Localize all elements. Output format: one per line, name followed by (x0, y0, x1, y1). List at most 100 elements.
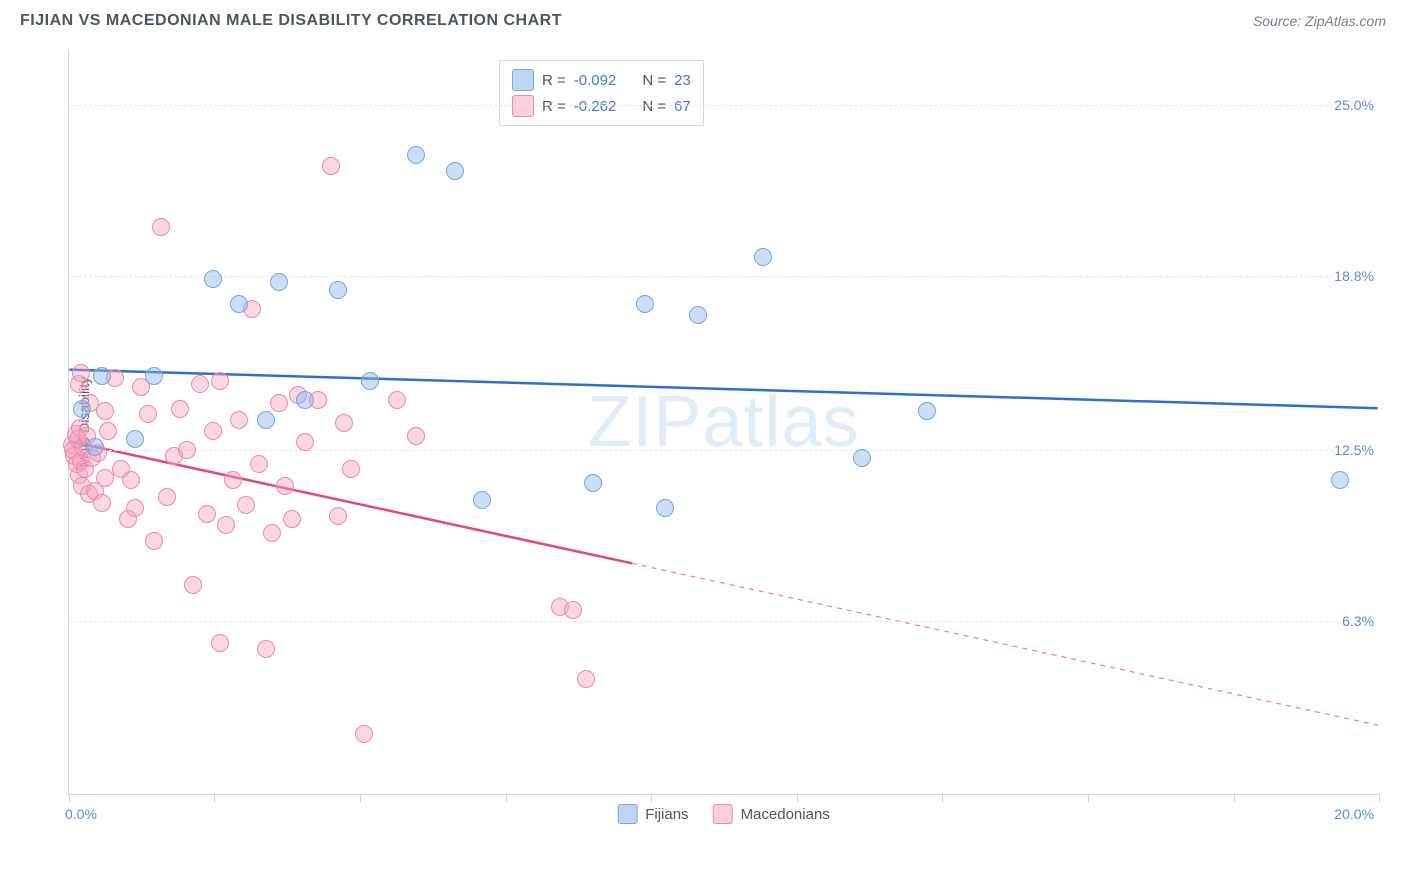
scatter-point-macedonians (211, 634, 229, 652)
scatter-point-macedonians (250, 455, 268, 473)
y-tick-label: 18.8% (1334, 268, 1382, 284)
x-tick (942, 794, 943, 802)
gridline-h (69, 276, 1378, 277)
scatter-point-fijians (230, 295, 248, 313)
scatter-point-fijians (918, 402, 936, 420)
gridline-h (69, 621, 1378, 622)
x-tick (506, 794, 507, 802)
scatter-point-fijians (584, 474, 602, 492)
trend-line-extrap-macedonians (632, 563, 1378, 725)
scatter-point-macedonians (296, 433, 314, 451)
scatter-point-macedonians (388, 391, 406, 409)
x-tick (214, 794, 215, 802)
scatter-point-fijians (270, 273, 288, 291)
y-tick-label: 6.3% (1342, 613, 1382, 629)
scatter-point-macedonians (283, 510, 301, 528)
scatter-point-macedonians (322, 157, 340, 175)
scatter-point-macedonians (257, 640, 275, 658)
scatter-point-macedonians (204, 422, 222, 440)
correlation-legend: R = -0.092N = 23R = -0.262N = 67 (499, 60, 704, 126)
x-tick (1234, 794, 1235, 802)
scatter-point-macedonians (270, 394, 288, 412)
scatter-point-macedonians (145, 532, 163, 550)
scatter-point-macedonians (276, 477, 294, 495)
scatter-point-macedonians (126, 499, 144, 517)
scatter-point-macedonians (96, 402, 114, 420)
chart-title: FIJIAN VS MACEDONIAN MALE DISABILITY COR… (20, 12, 562, 30)
scatter-point-macedonians (329, 507, 347, 525)
scatter-point-macedonians (96, 469, 114, 487)
legend-item-fijians: Fijians (617, 804, 688, 824)
scatter-point-fijians (407, 146, 425, 164)
scatter-point-macedonians (211, 372, 229, 390)
scatter-point-fijians (145, 367, 163, 385)
scatter-point-macedonians (122, 471, 140, 489)
scatter-point-macedonians (184, 576, 202, 594)
scatter-point-fijians (1331, 471, 1349, 489)
x-tick (651, 794, 652, 802)
legend-r-value: -0.092 (574, 72, 617, 89)
scatter-point-macedonians (171, 400, 189, 418)
scatter-point-macedonians (217, 516, 235, 534)
scatter-point-macedonians (263, 524, 281, 542)
x-tick (360, 794, 361, 802)
scatter-point-fijians (689, 306, 707, 324)
legend-stat-label: R = (542, 72, 566, 89)
scatter-point-macedonians (178, 441, 196, 459)
scatter-point-macedonians (158, 488, 176, 506)
legend-item-macedonians: Macedonians (713, 804, 830, 824)
scatter-point-fijians (636, 295, 654, 313)
x-axis-max-label: 20.0% (1334, 806, 1374, 822)
x-tick (1379, 794, 1380, 802)
scatter-point-macedonians (564, 601, 582, 619)
scatter-point-fijians (86, 438, 104, 456)
scatter-point-macedonians (355, 725, 373, 743)
scatter-point-macedonians (191, 375, 209, 393)
legend-swatch-macedonians (713, 804, 733, 824)
scatter-point-macedonians (198, 505, 216, 523)
legend-stat-label: N = (642, 72, 666, 89)
scatter-point-macedonians (139, 405, 157, 423)
trend-line-fijians (69, 370, 1377, 409)
scatter-point-fijians (754, 248, 772, 266)
plot-region: ZIPatlas R = -0.092N = 23R = -0.262N = 6… (68, 50, 1378, 795)
scatter-point-fijians (93, 367, 111, 385)
scatter-point-fijians (329, 281, 347, 299)
scatter-point-fijians (473, 491, 491, 509)
scatter-point-macedonians (93, 494, 111, 512)
scatter-point-macedonians (335, 414, 353, 432)
y-tick-label: 25.0% (1334, 97, 1382, 113)
scatter-point-macedonians (72, 364, 90, 382)
x-tick (69, 794, 70, 802)
chart-header: FIJIAN VS MACEDONIAN MALE DISABILITY COR… (0, 0, 1406, 38)
scatter-point-macedonians (230, 411, 248, 429)
series-legend: Fijians Macedonians (617, 804, 830, 824)
scatter-point-macedonians (342, 460, 360, 478)
scatter-point-fijians (361, 372, 379, 390)
y-tick-label: 12.5% (1334, 442, 1382, 458)
scatter-point-fijians (204, 270, 222, 288)
legend-n-value: 23 (674, 72, 691, 89)
scatter-point-macedonians (577, 670, 595, 688)
scatter-point-fijians (296, 391, 314, 409)
chart-area: ZIPatlas R = -0.092N = 23R = -0.262N = 6… (18, 38, 1388, 818)
scatter-point-macedonians (407, 427, 425, 445)
legend-swatch-fijians (617, 804, 637, 824)
x-axis-min-label: 0.0% (65, 806, 97, 822)
scatter-point-fijians (853, 449, 871, 467)
scatter-point-macedonians (152, 218, 170, 236)
scatter-point-fijians (126, 430, 144, 448)
scatter-point-fijians (656, 499, 674, 517)
x-tick (1088, 794, 1089, 802)
scatter-point-macedonians (237, 496, 255, 514)
gridline-h (69, 105, 1378, 106)
gridline-h (69, 450, 1378, 451)
legend-label-fijians: Fijians (645, 806, 688, 823)
legend-swatch-icon (512, 69, 534, 91)
source-attribution: Source: ZipAtlas.com (1253, 13, 1386, 29)
scatter-point-macedonians (224, 471, 242, 489)
legend-label-macedonians: Macedonians (741, 806, 830, 823)
correlation-legend-row: R = -0.092 N = 23 (512, 67, 691, 93)
x-tick (797, 794, 798, 802)
scatter-point-fijians (446, 162, 464, 180)
